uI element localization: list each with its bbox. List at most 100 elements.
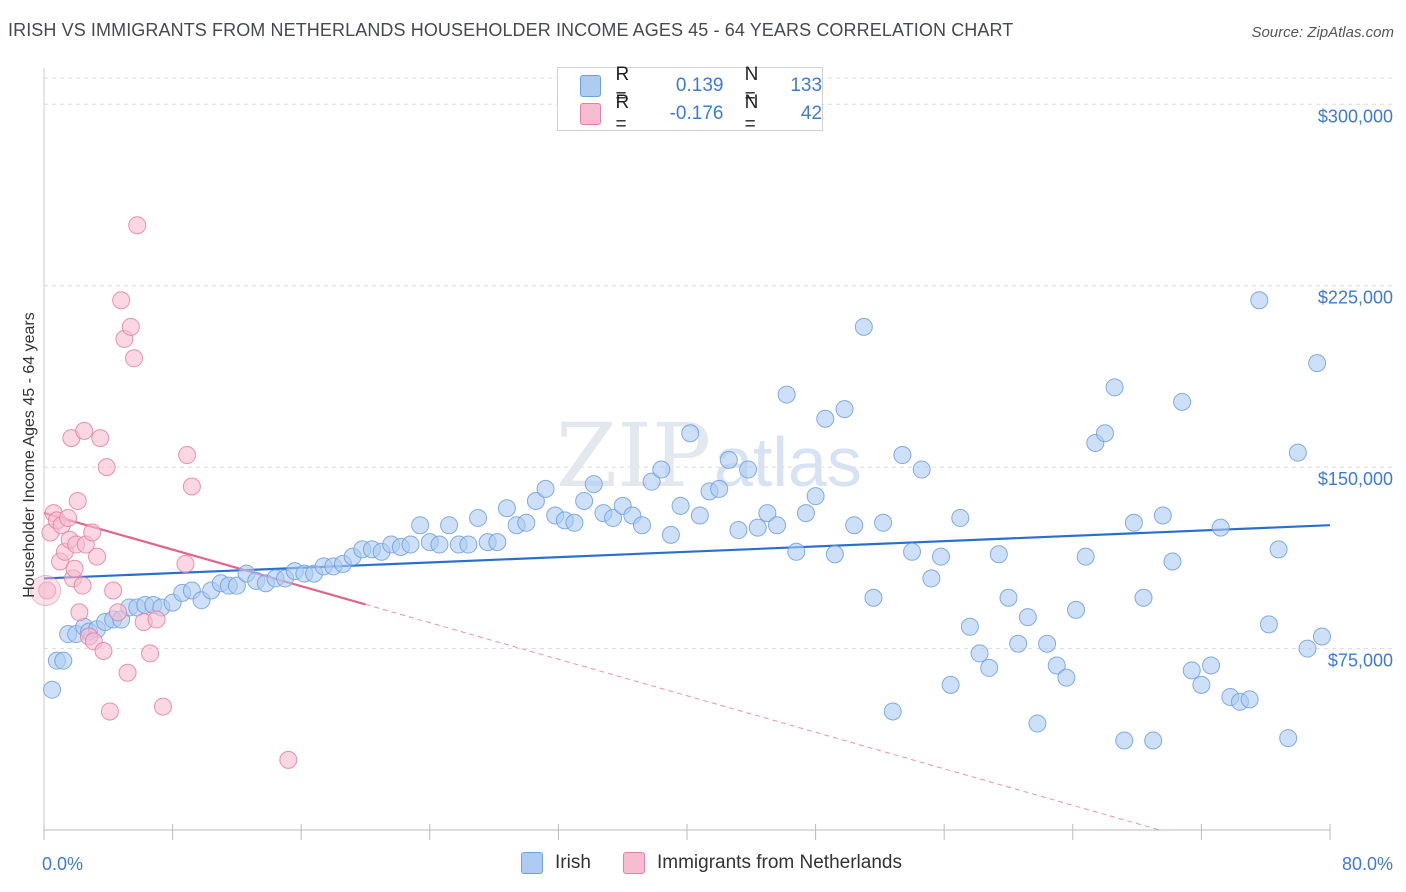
point-irish xyxy=(604,508,623,527)
series-legend: Irish Immigrants from Netherlands xyxy=(0,852,1406,878)
point-irish xyxy=(227,576,246,595)
point-irish xyxy=(526,492,545,511)
point-netherlands xyxy=(75,421,94,440)
watermark-atlas: atlas xyxy=(714,423,862,501)
point-netherlands xyxy=(125,349,144,368)
point-irish xyxy=(854,317,873,336)
point-irish xyxy=(912,460,931,479)
point-irish xyxy=(642,472,661,491)
point-irish xyxy=(941,675,960,694)
point-irish xyxy=(1076,547,1095,566)
watermark-zip: ZIP xyxy=(556,404,711,507)
point-irish xyxy=(575,492,594,511)
legend-swatch-netherlands xyxy=(580,103,602,125)
point-irish xyxy=(652,460,671,479)
legend-n-label: N = xyxy=(744,92,759,135)
point-irish xyxy=(1250,291,1269,310)
point-irish xyxy=(411,516,430,535)
legend-n-label: N = xyxy=(744,64,759,107)
point-irish xyxy=(1211,518,1230,537)
point-netherlands xyxy=(94,641,113,660)
chart-source: Source: ZipAtlas.com xyxy=(1251,24,1394,41)
point-irish xyxy=(488,533,507,552)
point-netherlands xyxy=(141,644,160,663)
legend-r-value-netherlands: -0.176 xyxy=(669,103,724,124)
point-netherlands xyxy=(147,610,166,629)
point-irish xyxy=(825,545,844,564)
point-irish xyxy=(1163,552,1182,571)
trend-line-extension-netherlands xyxy=(365,603,1160,831)
point-netherlands xyxy=(65,559,84,578)
grid-lines xyxy=(44,77,1392,650)
point-irish xyxy=(1298,639,1317,658)
point-irish xyxy=(806,487,825,506)
point-netherlands xyxy=(83,523,102,542)
point-irish xyxy=(1269,540,1288,559)
point-irish xyxy=(951,508,970,527)
point-netherlands xyxy=(178,446,197,465)
point-irish xyxy=(632,516,651,535)
point-irish xyxy=(845,516,864,535)
series-legend-irish[interactable]: Irish xyxy=(521,852,591,874)
point-irish xyxy=(960,617,979,636)
point-irish xyxy=(777,385,796,404)
point-irish xyxy=(1308,354,1327,373)
point-irish xyxy=(671,496,690,515)
point-irish xyxy=(584,475,603,494)
point-irish xyxy=(1192,675,1211,694)
y-axis-label: Householder Income Ages 45 - 64 years xyxy=(21,312,38,598)
y-tick-label: $225,000 xyxy=(1318,288,1393,308)
y-tick-label: $300,000 xyxy=(1318,106,1393,126)
point-netherlands xyxy=(30,575,62,607)
point-netherlands xyxy=(108,603,127,622)
legend-r-label: R = xyxy=(615,92,630,135)
legend-r-label: R = xyxy=(615,64,630,107)
point-irish xyxy=(1038,634,1057,653)
point-irish xyxy=(980,658,999,677)
point-netherlands xyxy=(118,663,137,682)
point-irish xyxy=(1153,506,1172,525)
point-irish xyxy=(796,504,815,523)
trend-lines xyxy=(43,512,1331,831)
point-irish xyxy=(536,479,555,498)
point-irish xyxy=(768,516,787,535)
point-irish xyxy=(1259,615,1278,634)
point-irish xyxy=(835,400,854,419)
point-irish xyxy=(1144,731,1163,750)
tick-labels: $75,000 $150,000 $225,000 $300,000 0.0% 80.0% xyxy=(42,106,1393,874)
point-irish xyxy=(1240,690,1259,709)
point-netherlands xyxy=(73,576,92,595)
point-netherlands xyxy=(100,702,119,721)
point-irish xyxy=(430,535,449,554)
legend-row-irish: R = 0.139 N = 133 xyxy=(580,64,822,107)
point-irish xyxy=(1182,661,1201,680)
point-irish xyxy=(440,516,459,535)
point-irish xyxy=(401,535,420,554)
point-netherlands xyxy=(91,429,110,448)
point-irish xyxy=(883,702,902,721)
point-irish xyxy=(681,424,700,443)
axes xyxy=(43,68,1331,840)
series-legend-netherlands[interactable]: Immigrants from Netherlands xyxy=(623,852,902,874)
point-netherlands xyxy=(121,317,140,336)
x-tick-label-max: 80.0% xyxy=(1342,854,1393,874)
point-netherlands xyxy=(59,508,78,527)
point-irish xyxy=(661,525,680,544)
x-tick-label-min: 0.0% xyxy=(42,854,83,874)
point-netherlands xyxy=(104,581,123,600)
point-irish xyxy=(970,644,989,663)
series-swatch-irish xyxy=(521,852,543,874)
point-irish xyxy=(1028,714,1047,733)
point-irish xyxy=(787,542,806,561)
point-irish xyxy=(1095,424,1114,443)
point-netherlands xyxy=(70,603,89,622)
legend-swatch-irish xyxy=(580,75,602,97)
point-irish xyxy=(864,588,883,607)
legend-n-value-netherlands: 42 xyxy=(800,103,823,124)
point-irish xyxy=(1105,378,1124,397)
chart-title: IRISH VS IMMIGRANTS FROM NETHERLANDS HOU… xyxy=(8,20,1014,40)
data-points xyxy=(30,216,1331,769)
point-irish xyxy=(816,409,835,428)
point-netherlands xyxy=(112,291,131,310)
